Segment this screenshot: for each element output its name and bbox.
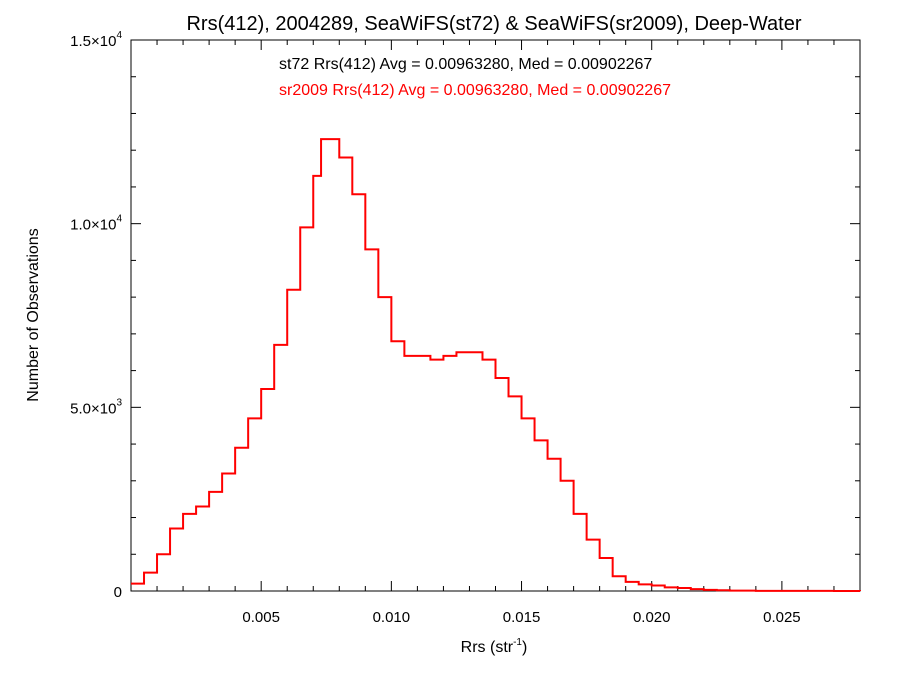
y-tick-label: 1.5×104 xyxy=(70,30,122,50)
y-tick-label: 5.0×103 xyxy=(70,397,122,417)
annotation-sr2009: sr2009 Rrs(412) Avg = 0.00963280, Med = … xyxy=(279,82,671,99)
chart-title: Rrs(412), 2004289, SeaWiFS(st72) & SeaWi… xyxy=(186,13,801,35)
x-tick-label: 0.005 xyxy=(242,609,280,626)
x-axis-ticks xyxy=(156,40,835,591)
y-axis-tick-labels: 0 5.0×103 1.0×104 1.5×104 xyxy=(70,30,122,601)
x-tick-label: 0.015 xyxy=(503,609,541,626)
plot-frame xyxy=(130,39,861,592)
x-tick-label: 0.025 xyxy=(763,609,801,626)
x-axis-tick-labels: 0.005 0.010 0.015 0.020 0.025 xyxy=(242,609,800,626)
series-line-sr2009 xyxy=(131,138,861,592)
y-axis-label: Number of Observations xyxy=(25,228,42,401)
y-tick-label: 1.0×104 xyxy=(70,214,122,234)
y-axis-ticks xyxy=(131,76,860,555)
x-tick-label: 0.010 xyxy=(373,609,411,626)
x-tick-label: 0.020 xyxy=(633,609,671,626)
y-tick-label: 0 xyxy=(114,584,122,601)
x-axis-label-sup: -1 xyxy=(513,637,522,648)
annotation-st72: st72 Rrs(412) Avg = 0.00963280, Med = 0.… xyxy=(279,56,652,73)
x-axis-label-close: ) xyxy=(522,639,527,656)
x-axis-label-main: Rrs (str xyxy=(461,639,514,656)
x-axis-label: Rrs (str-1) xyxy=(461,637,528,656)
